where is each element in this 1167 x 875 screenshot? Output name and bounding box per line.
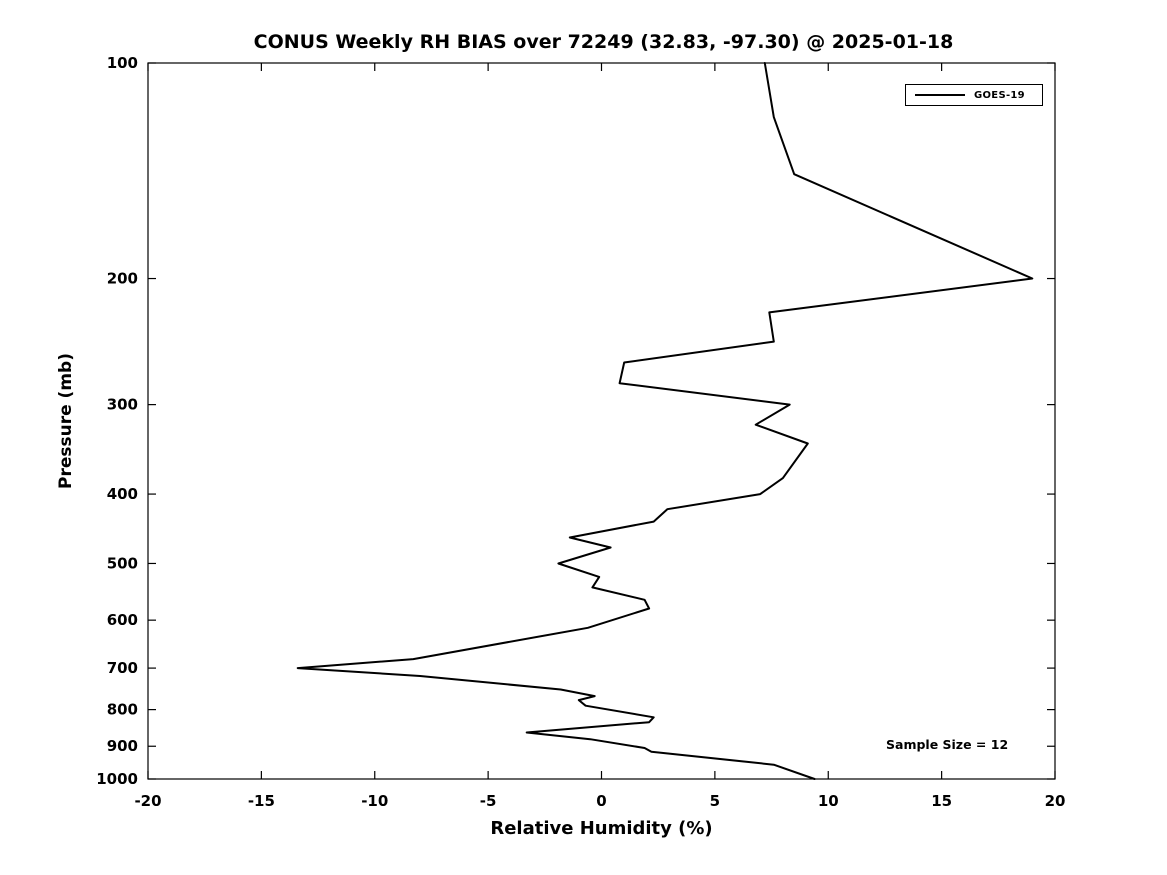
x-tick-label: 20	[1045, 792, 1066, 810]
sample-size-annotation: Sample Size = 12	[886, 737, 1009, 752]
x-tick-label: 5	[710, 792, 720, 810]
y-tick-label: 500	[107, 554, 138, 572]
y-tick-label: 800	[107, 701, 138, 719]
axes-box	[147, 62, 1056, 780]
series-line-GOES-19	[296, 62, 1034, 780]
x-tick-label: 15	[931, 792, 952, 810]
x-tick-label: -20	[134, 792, 161, 810]
y-tick-label: 200	[107, 270, 138, 288]
chart-title: CONUS Weekly RH BIAS over 72249 (32.83, …	[253, 31, 954, 53]
y-tick-label: 300	[107, 396, 138, 414]
x-tick-label: -10	[361, 792, 388, 810]
x-tick-label: 10	[818, 792, 839, 810]
legend-line-swatch-icon	[915, 94, 965, 96]
x-tick-label: 0	[596, 792, 606, 810]
y-tick-label: 100	[107, 54, 138, 72]
y-tick-label: 1000	[96, 770, 138, 788]
y-tick-label: 600	[107, 611, 138, 629]
legend-series-label: GOES-19	[974, 89, 1025, 101]
legend: GOES-19	[905, 84, 1043, 106]
x-axis-label: Relative Humidity (%)	[490, 818, 713, 839]
x-tick-label: -5	[480, 792, 497, 810]
y-tick-label: 900	[107, 737, 138, 755]
x-tick-label: -15	[248, 792, 275, 810]
y-tick-label: 700	[107, 659, 138, 677]
y-tick-label: 400	[107, 485, 138, 503]
